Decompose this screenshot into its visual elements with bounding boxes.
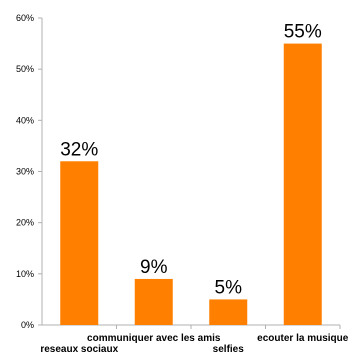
x-tick-label: communiquer avec les amis [87, 333, 221, 344]
chart-labels: 32% reseaux sociaux 9% communiquer avec les… [40, 22, 348, 355]
y-tick-label: 50% [16, 64, 34, 74]
x-tick-label: reseaux sociaux [40, 344, 118, 355]
chart-bars [60, 43, 322, 325]
data-label: 55% [284, 22, 322, 43]
bar [60, 161, 99, 325]
y-tick-label: 30% [16, 167, 34, 177]
y-tick-label: 0% [21, 320, 34, 330]
y-tick-label: 10% [16, 269, 34, 279]
data-label: 9% [140, 257, 168, 278]
y-tick-label: 20% [16, 218, 34, 228]
bar [283, 43, 322, 325]
x-tick-label: ecouter la musique [257, 333, 349, 344]
bar [134, 278, 173, 325]
data-label: 32% [60, 139, 98, 160]
data-label: 5% [215, 277, 243, 298]
y-tick-label: 40% [16, 115, 34, 125]
bar [209, 299, 248, 325]
y-tick-label: 60% [16, 13, 34, 23]
x-tick-label: selfies [213, 344, 245, 355]
